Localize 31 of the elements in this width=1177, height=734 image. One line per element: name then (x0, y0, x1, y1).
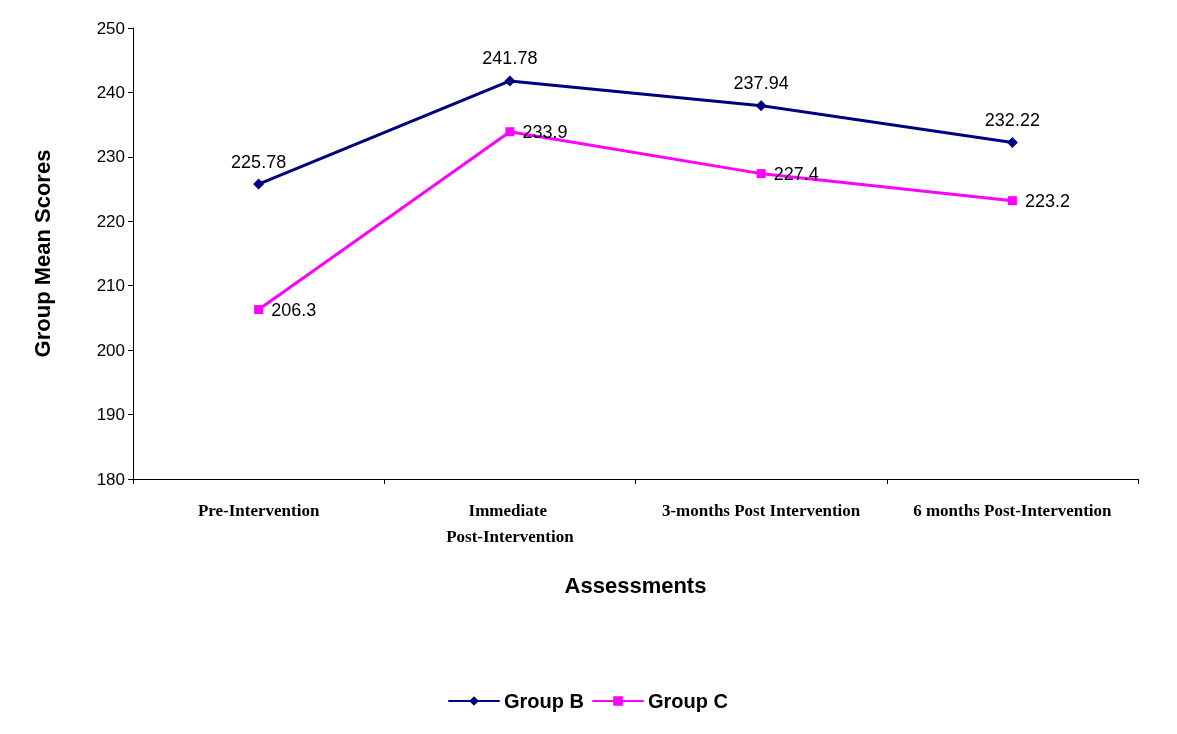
point (505, 127, 515, 137)
point (756, 169, 766, 179)
point (1006, 137, 1018, 149)
legend-label: Group B (504, 690, 585, 712)
point (254, 305, 264, 315)
data-label: 232.22 (984, 110, 1040, 131)
x-tick-label: Immediate Post-Intervention (446, 500, 575, 546)
data-label: 225.78 (231, 151, 287, 172)
data-label: 237.94 (733, 73, 789, 94)
point (253, 178, 265, 190)
data-label: 241.78 (482, 48, 538, 69)
point (504, 75, 516, 87)
y-tick-label: 240 (96, 82, 125, 102)
x-tick-label: 6 months Post-Intervention (913, 500, 1113, 520)
y-tick-label: 220 (96, 211, 125, 231)
y-tick-label: 180 (96, 469, 125, 489)
data-label: 223.2 (1024, 190, 1070, 211)
x-axis-title: Assessments (564, 572, 707, 598)
y-tick-label: 210 (96, 276, 125, 296)
data-label: 233.9 (522, 121, 568, 142)
data-label: 206.3 (271, 299, 317, 320)
legend-label: Group C (648, 690, 728, 712)
point (1007, 196, 1017, 206)
x-tick-label: Pre-Intervention (197, 500, 320, 520)
x-tick-label: 3-months Post Intervention (661, 500, 861, 520)
point (755, 100, 767, 112)
y-tick-label: 250 (96, 18, 125, 38)
y-tick-label: 190 (96, 405, 125, 425)
y-tick-label: 230 (96, 147, 125, 167)
y-axis-title: Group Mean Scores (29, 149, 55, 358)
y-tick-label: 200 (96, 340, 125, 360)
